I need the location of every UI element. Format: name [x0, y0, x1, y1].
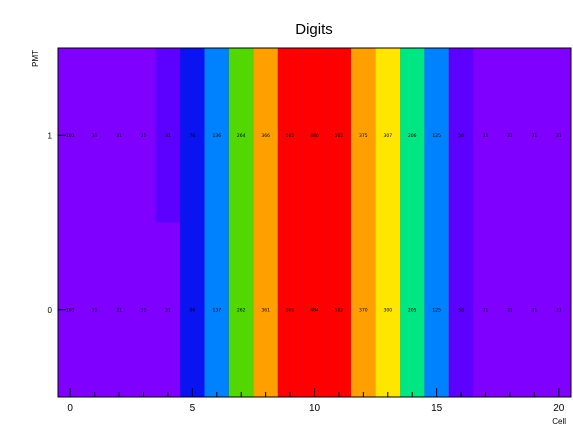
cell-label: 262 [237, 307, 246, 313]
cell-label: 31 [507, 307, 513, 313]
chart-title: Digits [295, 21, 333, 38]
heatmap-cell [497, 48, 523, 223]
heatmap-cell [131, 222, 156, 397]
cell-label: 31 [531, 307, 537, 313]
cell-label: 366 [261, 133, 270, 139]
heatmap-cell [326, 48, 352, 223]
cell-label: 31 [556, 307, 562, 313]
cell-label: 31 [556, 133, 562, 139]
heatmap-cell [326, 222, 352, 397]
heatmap-cell [375, 48, 400, 223]
cell-label: 96 [189, 307, 195, 313]
cell-label: 137 [212, 307, 221, 313]
cell-label: 31 [116, 307, 122, 313]
heatmap-cell [302, 222, 327, 397]
heatmap-cell [155, 48, 181, 223]
cell-label: 502 [286, 133, 295, 139]
heatmap-cell [351, 222, 376, 397]
heatmap-cell [424, 222, 449, 397]
x-axis-label: Cell [552, 417, 566, 426]
cell-label: 484 [310, 307, 319, 313]
cell-label: 76 [189, 133, 195, 139]
cell-label: 56 [458, 133, 464, 139]
cell-label: 31 [507, 133, 513, 139]
cell-label: 264 [237, 133, 246, 139]
cell-label: 502 [335, 133, 344, 139]
cell-label: 136 [212, 133, 221, 139]
heatmap-cell [448, 48, 474, 223]
cell-label: 31 [483, 307, 489, 313]
heatmap-cell [497, 222, 523, 397]
cell-label: 31 [483, 133, 489, 139]
cell-label: 361 [261, 307, 270, 313]
heatmap-cells [58, 48, 571, 397]
x-tick-label: 15 [431, 403, 443, 414]
heatmap-cell [473, 222, 498, 397]
heatmap-cell [448, 222, 474, 397]
heatmap-cell [253, 222, 278, 397]
heatmap-cell [180, 48, 205, 223]
cell-label: 31 [141, 133, 147, 139]
cell-label: 206 [408, 133, 417, 139]
heatmap-cell [229, 48, 254, 223]
heatmap-cell [277, 222, 303, 397]
heatmap-cell [375, 222, 400, 397]
cell-label: 31 [92, 307, 98, 313]
cell-label: 31 [165, 307, 171, 313]
heatmap-cell [253, 48, 278, 223]
cell-label: 205 [408, 307, 417, 313]
y-tick-label: 1 [48, 131, 53, 140]
heatmap-cell [155, 222, 181, 397]
heatmap-cell [106, 48, 132, 223]
heatmap-cell [522, 48, 547, 223]
cell-label: 103 [66, 133, 75, 139]
heatmap-cell [204, 222, 229, 397]
cell-label: 375 [359, 133, 368, 139]
heatmap-cell [546, 48, 571, 223]
heatmap-cell [180, 222, 205, 397]
cell-label: 502 [335, 307, 344, 313]
cell-value-labels: 103 31 31 31 31 76 136 264 366 502 486 502 375 307 206… [66, 133, 562, 314]
heatmap-cell [106, 222, 132, 397]
x-tick-label: 5 [190, 403, 196, 414]
x-tick-label: 20 [553, 403, 565, 414]
y-axis-label: PMT [31, 50, 40, 67]
cell-label: 125 [432, 133, 441, 139]
cell-label: 103 [66, 307, 75, 313]
y-tick-label: 0 [48, 306, 53, 315]
heatmap-cell [82, 48, 107, 223]
heatmap-cell [424, 48, 449, 223]
cell-label: 486 [310, 133, 319, 139]
cell-label: 125 [432, 307, 441, 313]
cell-label: 31 [92, 133, 98, 139]
cell-label: 501 [286, 307, 295, 313]
cell-label: 307 [383, 133, 392, 139]
cell-label: 31 [165, 133, 171, 139]
heatmap-cell [82, 222, 107, 397]
heatmap-cell [473, 48, 498, 223]
axes: 0 5 10 15 20 0 1 [48, 131, 565, 414]
cell-label: 370 [359, 307, 368, 313]
cell-label: 31 [141, 307, 147, 313]
heatmap-cell [229, 222, 254, 397]
cell-label: 31 [116, 133, 122, 139]
heatmap-cell [302, 48, 327, 223]
heatmap-cell [400, 222, 425, 397]
cell-label: 58 [458, 307, 464, 313]
heatmap-cell [546, 222, 571, 397]
heatmap-cell [400, 48, 425, 223]
x-tick-label: 0 [67, 403, 73, 414]
heatmap-cell [204, 48, 229, 223]
cell-label: 31 [531, 133, 537, 139]
heatmap-cell [131, 48, 156, 223]
cell-label: 300 [383, 307, 392, 313]
heatmap-cell [277, 48, 303, 223]
heatmap-cell [351, 48, 376, 223]
heatmap-cell [522, 222, 547, 397]
x-tick-label: 10 [309, 403, 321, 414]
